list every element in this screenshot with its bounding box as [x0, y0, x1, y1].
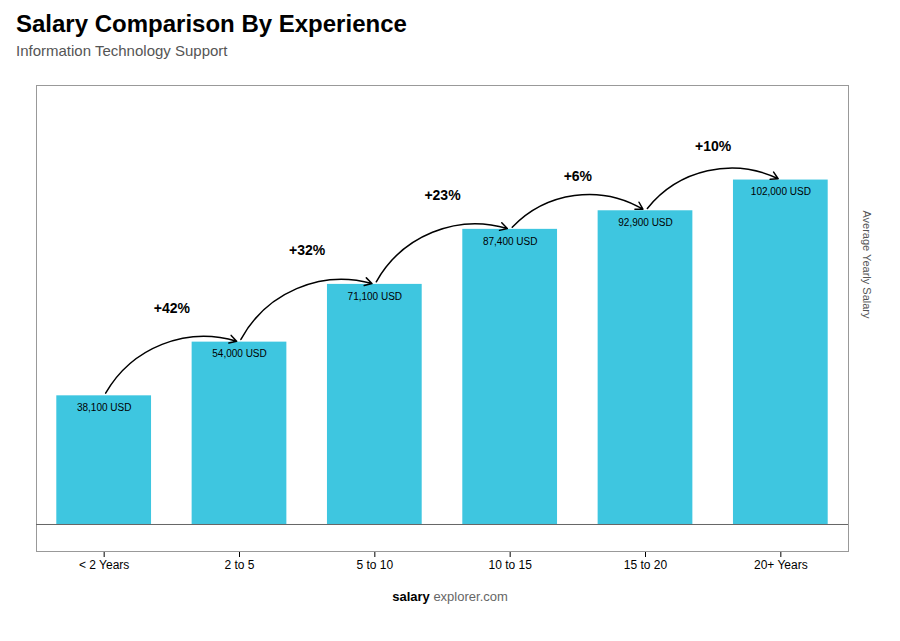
svg-text:92,900 USD: 92,900 USD: [618, 217, 672, 228]
html-text:Salary Comparison By Experienc: Salary Comparison By Experience: [16, 10, 407, 37]
svg-text:+10%: +10%: [695, 138, 732, 154]
svg-text:38,100 USD: 38,100 USD: [77, 402, 131, 413]
svg-text:71,100 USD: 71,100 USD: [348, 291, 402, 302]
svg-text:20+ Years: 20+ Years: [754, 558, 808, 572]
html-text:Information Technology Support: Information Technology Support: [16, 42, 228, 59]
svg-text:+32%: +32%: [289, 242, 326, 258]
html-text:salary explorer.com: salary explorer.com: [392, 589, 508, 604]
svg-text:102,000 USD: 102,000 USD: [751, 186, 811, 197]
svg-text:Average Yearly Salary: Average Yearly Salary: [861, 210, 873, 319]
svg-text:15 to 20: 15 to 20: [624, 558, 668, 572]
svg-text:54,000 USD: 54,000 USD: [212, 348, 266, 359]
svg-text:10 to 15: 10 to 15: [488, 558, 532, 572]
svg-text:+42%: +42%: [154, 300, 191, 316]
svg-text:87,400 USD: 87,400 USD: [483, 236, 537, 247]
svg-text:2 to 5: 2 to 5: [224, 558, 254, 572]
svg-text:5 to 10: 5 to 10: [356, 558, 393, 572]
svg-text:< 2 Years: < 2 Years: [79, 558, 129, 572]
svg-text:+23%: +23%: [424, 187, 461, 203]
svg-text:+6%: +6%: [564, 168, 593, 184]
